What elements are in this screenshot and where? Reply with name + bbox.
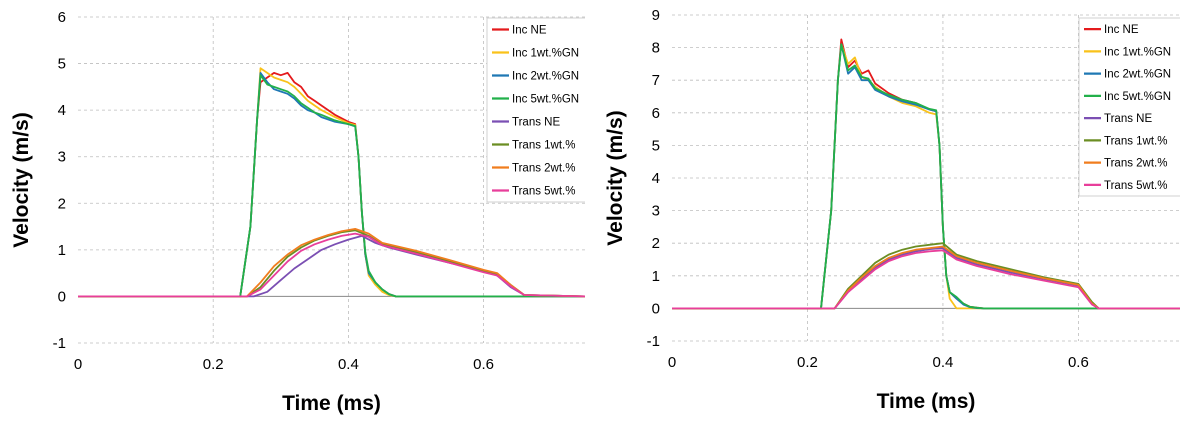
legend-label: Trans 1wt.% — [512, 140, 575, 152]
legend-label: Inc NE — [1104, 24, 1139, 36]
series-line-4 — [78, 74, 585, 298]
chart-panel-1: -1 0 1 2 3 4 5 6 0 0.2 0.4 0.6 Time (ms) Velocity (m/… — [10, 9, 586, 415]
y-tick-label: 3 — [652, 203, 660, 220]
y-tick-label: 5 — [652, 137, 660, 154]
x-tick-label: 0.2 — [203, 356, 224, 373]
y-tick-label: 8 — [652, 40, 660, 57]
x-tick-label: 0.6 — [1068, 354, 1089, 371]
series-line-8 — [78, 232, 586, 298]
series-line-7 — [78, 227, 586, 298]
y-tick-label: 7 — [652, 72, 660, 89]
legend-label: Inc NE — [512, 25, 547, 37]
legend-label: Trans 5wt.% — [1104, 180, 1167, 192]
legend-box — [1078, 17, 1180, 197]
y-tick-label: 4 — [58, 102, 66, 119]
legend-label: Inc 2wt.%GN — [512, 71, 579, 83]
y-tick-label: 2 — [652, 235, 660, 252]
series-line-5 — [672, 247, 1180, 310]
legend-label: Trans 2wt.% — [1104, 158, 1167, 170]
legend-label: Inc 1wt.%GN — [512, 48, 579, 60]
chart-panel-2: -1 0 1 2 3 4 5 6 7 8 9 0 0.2 0.4 0.6 Time (ms) Velocity … — [604, 7, 1180, 413]
y-tick-label: 6 — [58, 9, 66, 26]
y-tick-label: 0 — [58, 288, 66, 305]
x-axis-title: Time (ms) — [877, 390, 976, 413]
y-axis-title: Velocity (m/s) — [604, 110, 627, 245]
series-line-2 — [78, 67, 585, 298]
x-tick-label: 0.2 — [797, 354, 818, 371]
series-line-8 — [672, 249, 1180, 310]
legend-label: Inc 5wt.%GN — [1104, 91, 1171, 103]
legend-label: Trans 5wt.% — [512, 186, 575, 198]
x-axis-title: Time (ms) — [282, 392, 381, 415]
y-tick-label: 1 — [58, 242, 66, 259]
x-tick-label: 0.4 — [933, 354, 954, 371]
legend-box — [486, 17, 585, 203]
y-axis-title: Velocity (m/s) — [10, 112, 33, 247]
legend-label: Trans NE — [1104, 113, 1152, 125]
y-tick-label: 6 — [652, 105, 660, 122]
x-tick-label: 0 — [668, 354, 676, 371]
x-tick-label: 0.4 — [338, 356, 359, 373]
y-tick-label: 2 — [58, 195, 66, 212]
legend: Inc NE Inc 1wt.%GN Inc 2wt.%GN Inc 5wt.%GN T… — [1078, 17, 1180, 197]
y-tick-label: -1 — [647, 333, 660, 350]
x-tick-label: 0 — [74, 356, 82, 373]
legend: Inc NE Inc 1wt.%GN Inc 2wt.%GN Inc 5wt.%GN T… — [486, 17, 585, 203]
y-tick-label: 4 — [652, 170, 660, 187]
y-tick-label: 1 — [652, 268, 660, 285]
y-tick-label: 0 — [652, 300, 660, 317]
y-tick-label: 5 — [58, 56, 66, 73]
series-line-5 — [78, 234, 586, 298]
x-tick-label: 0.6 — [473, 356, 494, 373]
y-tick-label: 3 — [58, 149, 66, 166]
series-line-7 — [672, 245, 1180, 310]
series-line-4 — [672, 43, 1180, 310]
legend-label: Inc 5wt.%GN — [512, 94, 579, 106]
legend-label: Trans 2wt.% — [512, 163, 575, 175]
legend-label: Trans NE — [512, 117, 560, 129]
y-tick-label: -1 — [53, 335, 66, 352]
legend-label: Trans 1wt.% — [1104, 135, 1167, 147]
legend-label: Inc 1wt.%GN — [1104, 46, 1171, 58]
y-tick-label: 9 — [652, 7, 660, 24]
legend-label: Inc 2wt.%GN — [1104, 69, 1171, 81]
